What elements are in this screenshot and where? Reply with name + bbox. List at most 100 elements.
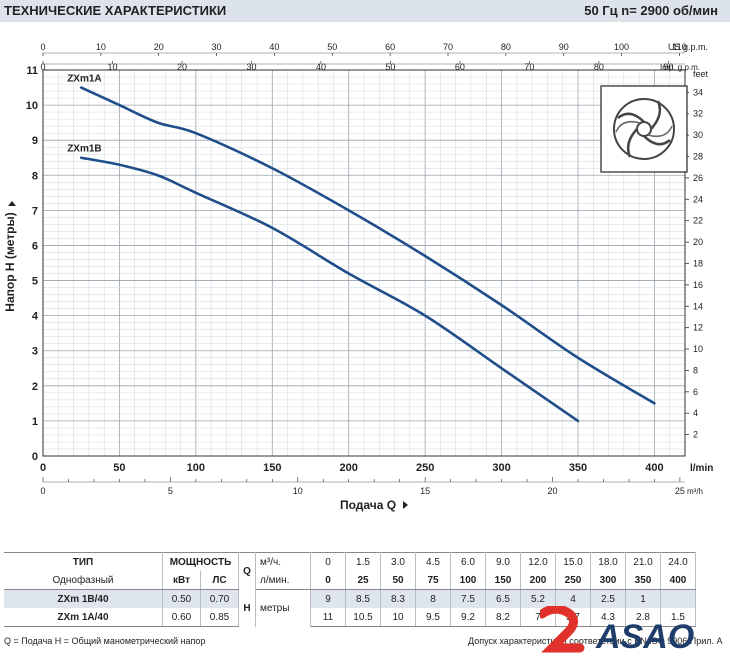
x-tick-label: 300	[492, 462, 510, 474]
col-power-header: МОЩНОСТЬ	[162, 552, 239, 571]
table-cell: 15.0	[555, 552, 591, 571]
y-tick-label: 3	[32, 346, 38, 358]
asao-logo: ASAO	[540, 606, 694, 656]
table-cell: 4.3	[590, 608, 626, 627]
us-gpm-tick-label: 10	[96, 42, 106, 52]
table-cell: 4.5	[415, 552, 451, 571]
x-tick-label: 400	[645, 462, 663, 474]
table-cell	[660, 589, 696, 608]
y-tick-label: 0	[32, 451, 38, 463]
feet-tick-label: 14	[693, 301, 703, 311]
m3h-tick-label: 20	[548, 486, 558, 496]
us-gpm-unit-label: US g.p.m.	[668, 42, 708, 52]
feet-tick-label: 10	[693, 344, 703, 354]
m3h-tick-label: 15	[420, 486, 430, 496]
table-cell: 400	[660, 571, 696, 590]
table-cell: 9.0	[485, 552, 521, 571]
table-cell: 6.0	[450, 552, 486, 571]
feet-tick-label: 8	[693, 365, 698, 375]
table-cell: 200	[520, 571, 556, 590]
table-cell: 50	[380, 571, 416, 590]
model-a-name: ZXm 1A/40	[4, 608, 163, 627]
imp-gpm-tick-label: 60	[455, 62, 465, 72]
us-gpm-tick-label: 80	[501, 42, 511, 52]
y-axis-title: Напор H (метры)	[3, 212, 17, 311]
table-cell: 1	[625, 589, 661, 608]
us-gpm-tick-label: 110	[672, 42, 686, 52]
table-cell: 6.5	[485, 589, 521, 608]
feet-unit-label: feet	[693, 69, 709, 79]
y-tick-label: 9	[32, 135, 38, 147]
y-tick-label: 7	[32, 205, 38, 217]
us-gpm-tick-label: 40	[269, 42, 279, 52]
col-type-header: ТИП	[4, 552, 163, 571]
table-cell: 8.5	[345, 589, 381, 608]
model-a-kw: 0.60	[162, 608, 201, 627]
y-tick-label: 6	[32, 240, 38, 252]
phase-label: Однофазный	[4, 571, 163, 590]
x-tick-label: 0	[40, 462, 46, 474]
table-cell: 9.2	[450, 608, 486, 627]
plot-frame	[42, 69, 686, 457]
us-gpm-tick-label: 20	[154, 42, 164, 52]
m3h-tick-label: 0	[40, 486, 45, 496]
table-cell: 5.2	[520, 589, 556, 608]
m3h-unit-label: m³/h	[687, 487, 703, 496]
page-title: ТЕХНИЧЕСКИЕ ХАРАКТЕРИСТИКИ	[4, 3, 227, 18]
logo-text: ASAO	[595, 618, 694, 656]
table-cell: 75	[415, 571, 451, 590]
table-cell: 8	[415, 589, 451, 608]
table-cell: 2.5	[590, 589, 626, 608]
us-gpm-tick-label: 70	[443, 42, 453, 52]
table-cell: 9	[310, 589, 346, 608]
x-tick-label: 150	[263, 462, 281, 474]
imp-gpm-tick-label: 50	[385, 62, 395, 72]
feet-tick-label: 4	[693, 408, 698, 418]
table-cell: 24.0	[660, 552, 696, 571]
chart-curves	[79, 86, 656, 423]
y-tick-label: 11	[26, 65, 38, 77]
footer-legend: Q = Подача H = Общий манометрический нап…	[4, 636, 206, 646]
curve-ZXm1B	[79, 156, 580, 423]
table-cell: 11	[310, 608, 346, 627]
feet-tick-label: 34	[693, 87, 703, 97]
imp-gpm-tick-label: 40	[316, 62, 326, 72]
table-cell: 9.5	[415, 608, 451, 627]
m3h-tick-label: 5	[168, 486, 173, 496]
feet-tick-label: 18	[693, 258, 703, 268]
table-cell: 350	[625, 571, 661, 590]
table-cell: 250	[555, 571, 591, 590]
y-tick-label: 2	[32, 381, 38, 393]
m3h-tick-label: 25	[675, 486, 685, 496]
table-cell: 12.0	[520, 552, 556, 571]
spec-table: ТИП МОЩНОСТЬ Q м³/ч. 0 1.5 3.0 4.5 6.0 9.0 12.…	[4, 552, 696, 627]
x-tick-label: 200	[340, 462, 358, 474]
feet-tick-label: 6	[693, 387, 698, 397]
table-cell: 8.3	[380, 589, 416, 608]
imp-gpm-tick-label: 90	[663, 62, 673, 72]
feet-tick-label: 2	[693, 430, 698, 440]
us-gpm-tick-label: 0	[40, 42, 45, 52]
impeller-icon	[600, 85, 688, 173]
imp-gpm-tick-label: 10	[107, 62, 117, 72]
feet-tick-label: 30	[693, 130, 703, 140]
model-b-kw: 0.50	[162, 589, 201, 608]
y-axis-arrow-icon	[8, 201, 16, 206]
table-cell: 10.5	[345, 608, 381, 627]
table-cell: 4	[555, 589, 591, 608]
table-cell: 1.5	[660, 608, 696, 627]
curve-ZXm1A	[79, 86, 656, 405]
x-tick-label: 100	[187, 462, 205, 474]
hp-header: ЛС	[200, 571, 239, 590]
table-cell: 2.8	[625, 608, 661, 627]
feet-tick-label: 32	[693, 109, 703, 119]
table-cell: 0	[310, 552, 346, 571]
feet-tick-label: 12	[693, 323, 703, 333]
table-cell: 150	[485, 571, 521, 590]
x-tick-label: 50	[113, 462, 125, 474]
y-tick-label: 10	[26, 100, 38, 112]
table-cell: 18.0	[590, 552, 626, 571]
q-label: Q	[238, 552, 256, 590]
